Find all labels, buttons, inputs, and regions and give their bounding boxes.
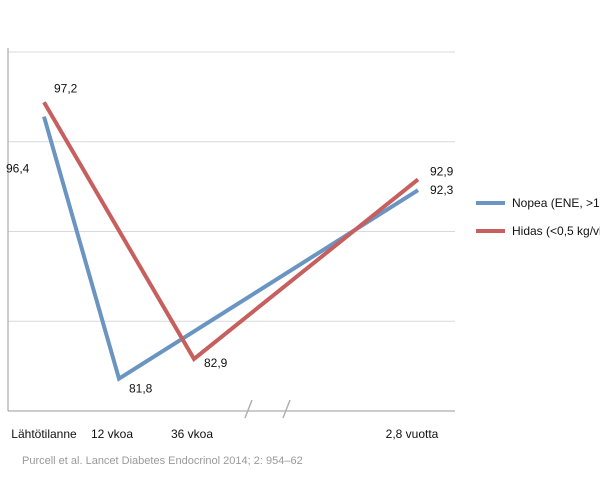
data-label: 81,8	[129, 382, 153, 396]
x-tick-label: 2,8 vuotta	[386, 427, 439, 441]
x-tick-labels: Lähtötilanne 12 vkoa 36 vkoa 2,8 vuotta	[11, 427, 438, 441]
legend: Nopea (ENE, >1 kg/Hidas (<0,5 kg/vko	[476, 196, 600, 238]
axis-break	[244, 399, 291, 419]
data-label: 96,4	[6, 162, 30, 176]
source-note: Purcell et al. Lancet Diabetes Endocrino…	[22, 455, 303, 467]
series-line	[42, 101, 420, 362]
x-tick-label: Lähtötilanne	[11, 427, 77, 441]
series-line	[42, 116, 420, 382]
axis-break-mark	[244, 399, 253, 419]
data-labels: 96,4 81,8 92,3 97,2 82,9 92,9	[6, 81, 454, 395]
gridlines	[8, 51, 455, 322]
data-label: 97,2	[54, 81, 78, 95]
legend-label: Nopea (ENE, >1 kg/	[512, 196, 600, 210]
axis-break-mark	[282, 399, 291, 419]
x-tick-label: 12 vkoa	[91, 427, 133, 441]
x-tick-label: 36 vkoa	[171, 427, 213, 441]
data-label: 92,3	[430, 183, 454, 197]
data-label: 92,9	[430, 164, 454, 178]
legend-label: Hidas (<0,5 kg/vko	[512, 224, 600, 238]
data-label: 82,9	[204, 356, 228, 370]
series-lines	[42, 101, 420, 382]
